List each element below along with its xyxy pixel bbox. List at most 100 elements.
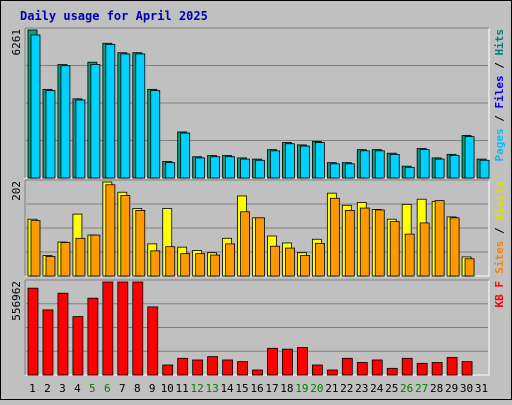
- x-tick-label: 23: [355, 382, 368, 395]
- bar-kb-f-day-26: [401, 357, 413, 376]
- bar-kb-f-day-10: [162, 364, 174, 376]
- x-tick-label: 14: [220, 382, 234, 395]
- x-tick-label: 22: [340, 382, 353, 395]
- bar-sites-day-22: [344, 209, 355, 277]
- bar-files-day-28: [434, 158, 445, 179]
- x-tick-label: 20: [310, 382, 323, 395]
- x-tick-label: 15: [235, 382, 248, 395]
- legend-separator: /: [493, 109, 506, 129]
- bar-files-day-12: [195, 157, 206, 179]
- bar-files-day-15: [240, 158, 250, 179]
- bar-kb-f-day-19: [297, 347, 308, 376]
- x-tick-label: 31: [475, 382, 488, 395]
- x-tick-label: 1: [29, 382, 36, 395]
- bar-files-day-30: [464, 136, 475, 179]
- bar-kb-f-day-3: [57, 292, 69, 376]
- panel-max-label: 6261: [10, 29, 23, 56]
- bar-kb-f-day-15: [237, 361, 248, 376]
- bar-kb-f-day-2: [42, 309, 54, 376]
- bar-sites-day-6: [105, 184, 116, 277]
- bar-sites-day-7: [120, 195, 131, 277]
- bar-kb-f-day-11: [177, 357, 189, 376]
- bar-kb-f-day-13: [207, 356, 219, 376]
- x-axis-labels: 1 2 3 4 5 6 7 8 9 10 11 12 13 14 15 16 17 18 19 20 21 22 23 24 2…: [29, 382, 488, 395]
- bar-files-day-6: [105, 44, 116, 179]
- chart-title: Daily usage for April 2025: [20, 9, 208, 23]
- panel-legend: KB F: [493, 281, 506, 308]
- bar-files-day-17: [270, 150, 280, 179]
- bar-files-day-20: [314, 142, 325, 179]
- bar-sites-day-30: [464, 258, 475, 277]
- bar-sites-day-15: [240, 211, 250, 277]
- bar-sites-day-5: [90, 234, 101, 277]
- bar-sites-day-18: [285, 247, 295, 277]
- bar-files-day-22: [344, 163, 355, 179]
- bar-sites-day-21: [329, 197, 340, 277]
- x-tick-label: 13: [205, 382, 218, 395]
- bar-files-day-10: [165, 162, 176, 179]
- x-tick-label: 16: [250, 382, 263, 395]
- bar-kb-f-day-4: [72, 316, 84, 376]
- bar-files-day-1: [30, 34, 41, 179]
- bar-kb-f-day-30: [461, 361, 473, 376]
- bar-kb-f-day-28: [431, 362, 443, 376]
- bar-kb-f-day-17: [267, 347, 278, 376]
- bar-files-day-31: [479, 159, 490, 179]
- bar-sites-day-20: [314, 243, 325, 277]
- x-tick-label: 11: [176, 382, 189, 395]
- bar-kb-f-day-14: [222, 359, 233, 376]
- legend-files: Files: [493, 75, 506, 108]
- x-tick-label: 28: [430, 382, 443, 395]
- x-tick-label: 12: [191, 382, 204, 395]
- x-tick-label: 4: [74, 382, 81, 395]
- x-tick-label: 9: [149, 382, 156, 395]
- bar-kb-f-day-18: [282, 348, 293, 376]
- bar-files-day-13: [210, 156, 221, 179]
- bar-sites-day-23: [359, 207, 370, 277]
- bar-files-day-16: [255, 159, 265, 179]
- bar-sites-day-14: [225, 243, 235, 277]
- x-tick-label: 8: [134, 382, 141, 395]
- chart-panels: 6261 Pages / Files / Hits 202 Sites / Visit…: [10, 27, 506, 376]
- bar-files-day-7: [120, 53, 131, 179]
- panel-max-label: 202: [10, 181, 23, 201]
- bar-kb-f-day-9: [147, 306, 159, 376]
- x-tick-label: 19: [295, 382, 308, 395]
- panel-2: 202 Sites / Visits: [10, 179, 506, 277]
- bar-files-day-26: [404, 166, 415, 179]
- bar-kb-f-day-7: [117, 281, 129, 376]
- bar-files-day-19: [300, 145, 310, 179]
- panel-1: 6261 Pages / Files / Hits: [10, 27, 506, 179]
- bar-files-day-27: [419, 149, 430, 179]
- bar-files-day-24: [374, 150, 385, 179]
- bar-sites-day-27: [419, 222, 430, 277]
- bar-kb-f-day-24: [371, 359, 383, 376]
- bar-sites-day-19: [300, 255, 310, 277]
- bar-sites-day-3: [60, 242, 71, 277]
- bar-kb-f-day-12: [192, 359, 204, 376]
- legend-kb-f: KB F: [493, 281, 506, 308]
- bar-kb-f-day-27: [416, 362, 428, 376]
- legend-separator: /: [493, 56, 506, 76]
- bar-kb-f-day-16: [252, 369, 263, 376]
- bar-kb-f-day-29: [446, 357, 458, 376]
- bar-files-day-21: [329, 163, 340, 179]
- x-tick-label: 18: [280, 382, 293, 395]
- bar-files-day-2: [45, 90, 56, 179]
- legend-separator: /: [493, 221, 506, 241]
- bar-kb-f-day-22: [341, 357, 353, 376]
- x-tick-label: 27: [415, 382, 428, 395]
- legend-pages: Pages: [493, 128, 506, 161]
- bar-files-day-9: [150, 90, 161, 179]
- bar-files-day-29: [449, 155, 460, 179]
- bar-files-day-25: [389, 153, 400, 179]
- bar-sites-day-16: [255, 217, 265, 277]
- bar-sites-day-10: [165, 246, 176, 277]
- bar-sites-day-13: [210, 254, 221, 277]
- bar-sites-day-9: [150, 250, 161, 277]
- bar-kb-f-day-21: [326, 369, 338, 376]
- x-tick-label: 25: [385, 382, 398, 395]
- bar-kb-f-day-8: [132, 281, 144, 376]
